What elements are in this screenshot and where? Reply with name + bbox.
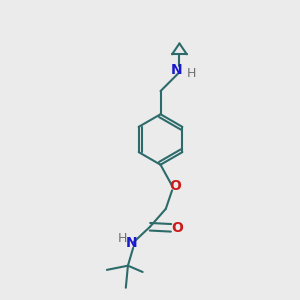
Text: H: H <box>186 67 196 80</box>
Text: O: O <box>171 221 183 235</box>
Text: N: N <box>170 63 182 77</box>
Text: H: H <box>118 232 127 245</box>
Text: O: O <box>169 179 181 193</box>
Text: N: N <box>126 236 137 250</box>
